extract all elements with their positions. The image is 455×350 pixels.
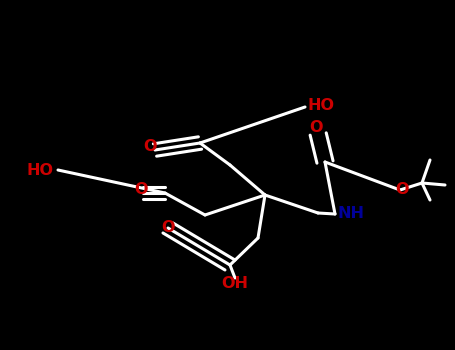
Text: O: O xyxy=(144,139,157,154)
Text: OH: OH xyxy=(222,276,248,291)
Text: O: O xyxy=(309,119,323,134)
Text: HO: HO xyxy=(307,98,334,113)
Text: HO: HO xyxy=(26,162,53,177)
Text: O: O xyxy=(161,220,175,236)
Text: NH: NH xyxy=(337,206,364,222)
Text: O: O xyxy=(395,182,409,197)
Text: O: O xyxy=(134,182,147,197)
